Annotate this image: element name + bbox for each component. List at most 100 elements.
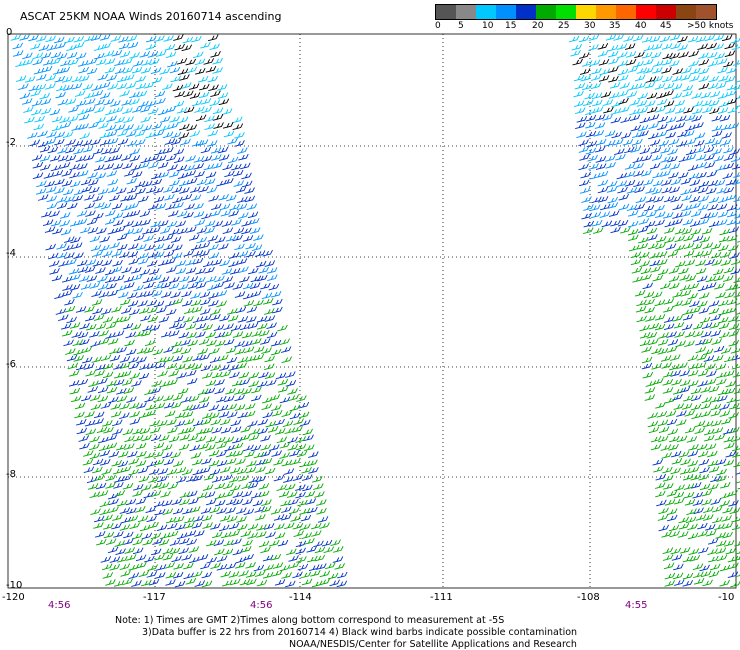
wind-barb (282, 420, 294, 427)
wind-barb (725, 193, 737, 201)
wind-barb (599, 68, 611, 76)
wind-barb (662, 378, 674, 386)
wind-barb (172, 298, 184, 305)
wind-barb (228, 476, 240, 483)
wind-barb (270, 507, 282, 515)
wind-barb (594, 122, 606, 129)
wind-barb (724, 75, 736, 83)
wind-barb (146, 515, 157, 523)
wind-barb (735, 480, 740, 484)
wind-barb (224, 282, 235, 289)
wind-barb (619, 106, 630, 113)
wind-barb (211, 259, 223, 266)
wind-barb (650, 265, 661, 273)
wind-barb (165, 300, 176, 307)
wind-barb (111, 306, 122, 313)
wind-barb (214, 387, 225, 395)
wind-barb (131, 66, 143, 74)
wind-barb (726, 66, 737, 74)
wind-barb (181, 290, 192, 298)
wind-barb (108, 506, 119, 513)
wind-barb (702, 106, 713, 114)
footnote-line-3: NOAA/NESDIS/Center for Satellite Applica… (289, 639, 577, 650)
wind-barb (147, 260, 158, 267)
wind-barb (666, 490, 678, 497)
wind-barb (657, 347, 669, 355)
wind-barb (277, 539, 289, 547)
wind-barb (137, 466, 149, 474)
wind-barb (681, 323, 693, 331)
wind-barb (157, 419, 168, 427)
wind-barb (191, 306, 203, 313)
wind-barb (607, 50, 619, 58)
wind-barb (92, 466, 103, 474)
wind-barb (607, 44, 619, 52)
wind-barb (581, 196, 592, 203)
wind-barb (163, 234, 174, 241)
wind-barb (624, 146, 635, 154)
wind-barb (679, 546, 691, 554)
wind-barb (199, 353, 210, 361)
wind-barb (735, 471, 740, 475)
wind-barb (708, 555, 719, 563)
wind-barb (200, 298, 211, 306)
wind-barb (726, 306, 737, 314)
wind-barb (709, 107, 720, 115)
wind-barb (162, 553, 174, 561)
wind-barb (210, 50, 221, 58)
wind-barb (204, 123, 215, 131)
wind-barb (169, 539, 181, 546)
wind-barb (107, 178, 119, 186)
wind-barb (34, 115, 45, 123)
wind-barb (664, 580, 675, 587)
wind-barb (316, 507, 327, 515)
wind-barb (192, 468, 203, 476)
wind-barb (708, 196, 720, 204)
wind-barb (89, 235, 101, 243)
wind-barb (637, 124, 649, 132)
wind-barb (107, 227, 119, 235)
wind-barb (683, 106, 694, 114)
wind-barb (204, 220, 216, 227)
wind-barb (87, 172, 98, 179)
wind-barb (651, 154, 663, 161)
wind-barb (298, 401, 310, 409)
wind-barb (126, 292, 138, 299)
wind-barb (68, 58, 79, 66)
wind-barb (229, 203, 240, 211)
wind-barb (129, 418, 141, 425)
wind-barb (578, 139, 589, 146)
wind-barb (638, 218, 650, 225)
wind-barb (617, 186, 628, 194)
wind-barb (669, 52, 680, 60)
wind-barb (24, 116, 35, 124)
wind-barb (202, 412, 213, 419)
wind-barb (54, 131, 65, 139)
wind-barb (236, 362, 247, 370)
wind-barb (289, 450, 300, 457)
wind-barb (682, 555, 694, 563)
wind-barb (688, 548, 700, 556)
wind-barb (238, 266, 249, 273)
wind-barb (691, 412, 702, 420)
wind-barb (194, 106, 205, 113)
wind-barb (225, 235, 237, 242)
wind-barb (92, 458, 104, 466)
wind-barb (280, 499, 291, 507)
wind-barb (12, 50, 24, 57)
wind-barb (253, 451, 265, 459)
wind-barb (219, 364, 230, 371)
wind-barb (687, 354, 699, 362)
wind-barb (578, 163, 589, 171)
wind-barb (663, 306, 674, 313)
wind-barb (98, 283, 109, 290)
wind-barb (656, 235, 667, 243)
wind-barb (272, 569, 283, 577)
wind-barb (733, 461, 740, 468)
wind-barb (145, 403, 157, 411)
wind-barb (162, 451, 173, 459)
wind-barb (715, 458, 727, 466)
wind-barb (218, 98, 230, 106)
wind-barb (63, 244, 74, 251)
wind-barb (221, 108, 233, 115)
